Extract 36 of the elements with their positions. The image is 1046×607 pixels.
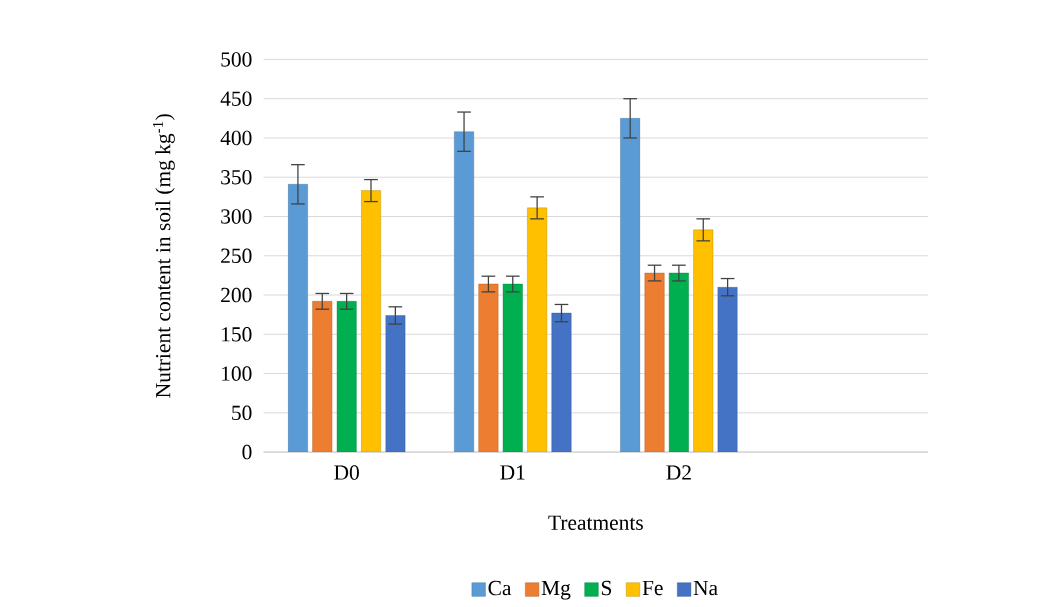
legend-label: S	[601, 580, 612, 596]
bar	[287, 184, 308, 453]
bar	[527, 207, 548, 453]
y-axis-title: Nutrient content in soil (mg kg$^{-1}$)	[152, 114, 175, 398]
legend-label: Na	[693, 580, 718, 596]
y-tick-label: 350	[221, 169, 252, 185]
bar	[620, 118, 641, 453]
bar	[454, 131, 474, 453]
bar	[385, 315, 406, 453]
x-tick-label: D0	[334, 465, 359, 480]
bar	[644, 272, 665, 453]
bar	[478, 283, 499, 453]
bar	[717, 286, 738, 453]
x-tick-label: D1	[500, 465, 525, 480]
y-tick-label: 150	[222, 327, 252, 342]
y-tick-label: 100	[222, 366, 252, 381]
bar	[312, 301, 333, 453]
legend-label: Fe	[642, 580, 663, 596]
y-tick-label: 200	[221, 287, 252, 303]
bar	[361, 190, 381, 453]
y-tick-label: 300	[221, 209, 252, 224]
bar	[668, 272, 689, 453]
y-tick-label: 50	[232, 405, 252, 421]
y-tick-label: 0	[242, 444, 252, 460]
bar	[502, 283, 523, 453]
x-axis-title: Treatments	[548, 515, 643, 530]
legend-label: Mg	[541, 580, 571, 600]
y-tick-label: 450	[220, 91, 252, 106]
bar	[693, 229, 714, 453]
legend-label: Ca	[488, 580, 512, 596]
y-tick-label: 500	[221, 52, 252, 67]
bar	[336, 301, 357, 453]
bar	[551, 312, 572, 453]
y-tick-label: 400	[220, 130, 252, 146]
y-tick-label: 250	[221, 248, 252, 263]
x-tick-label: D2	[666, 465, 691, 480]
